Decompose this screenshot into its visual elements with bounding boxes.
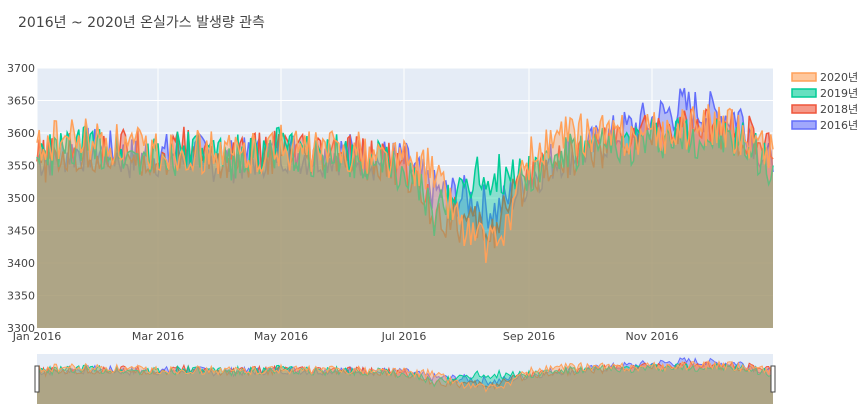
legend: 2020년 2019년 2018년 2016년 xyxy=(791,71,858,132)
range-slider-handle-left[interactable] xyxy=(34,365,40,393)
slider-series-line xyxy=(36,363,774,388)
series-line[interactable] xyxy=(36,104,774,263)
x-tick-label: Mar 2016 xyxy=(132,330,184,343)
legend-item[interactable]: 2016년 xyxy=(791,119,858,132)
legend-swatch xyxy=(791,72,817,82)
legend-swatch xyxy=(791,88,817,98)
legend-item[interactable]: 2019년 xyxy=(791,87,858,100)
axes: 3300 3350 3400 3450 3500 3550 3600 3650 3700 Jan … xyxy=(7,62,678,343)
grid xyxy=(36,67,773,329)
slider-series-line xyxy=(36,357,774,386)
series-layer xyxy=(36,87,774,329)
y-tick-label: 3650 xyxy=(7,95,35,108)
legend-label: 2018년 xyxy=(820,103,858,116)
y-tick-label: 3400 xyxy=(7,257,35,270)
chart-title: 2016년 ~ 2020년 온실가스 발생량 관측 xyxy=(18,15,265,31)
y-tick-label: 3350 xyxy=(7,290,35,303)
x-tick-label: Jan 2016 xyxy=(12,330,61,343)
legend-label: 2016년 xyxy=(820,119,858,132)
series-area xyxy=(37,104,773,328)
slider-series-area xyxy=(37,361,773,404)
series-line[interactable] xyxy=(36,116,774,236)
y-tick-label: 3450 xyxy=(7,225,35,238)
legend-item[interactable]: 2020년 xyxy=(791,71,858,84)
legend-item[interactable]: 2018년 xyxy=(791,103,858,116)
y-tick-label: 3500 xyxy=(7,192,35,205)
slider-series-area xyxy=(37,357,773,404)
legend-label: 2019년 xyxy=(820,87,858,100)
slider-series-area xyxy=(37,363,773,404)
x-tick-label: Jul 2016 xyxy=(381,330,427,343)
y-tick-label: 3550 xyxy=(7,160,35,173)
legend-swatch xyxy=(791,120,817,130)
range-slider-handle-right[interactable] xyxy=(770,365,776,393)
series-line[interactable] xyxy=(36,87,774,229)
range-slider-background xyxy=(37,354,773,404)
range-slider[interactable] xyxy=(34,354,776,404)
legend-swatch xyxy=(791,104,817,114)
y-tick-label: 3700 xyxy=(7,62,35,75)
series-area xyxy=(37,109,773,328)
legend-label: 2020년 xyxy=(820,71,858,84)
slider-series-line xyxy=(36,359,774,393)
y-tick-label: 3300 xyxy=(7,322,35,335)
series-area xyxy=(37,88,773,328)
y-tick-label: 3600 xyxy=(7,127,35,140)
x-tick-label: Sep 2016 xyxy=(503,330,555,343)
x-tick-label: Nov 2016 xyxy=(626,330,679,343)
x-tick-label: May 2016 xyxy=(254,330,308,343)
series-area xyxy=(37,118,773,329)
slider-series-area xyxy=(37,361,773,404)
